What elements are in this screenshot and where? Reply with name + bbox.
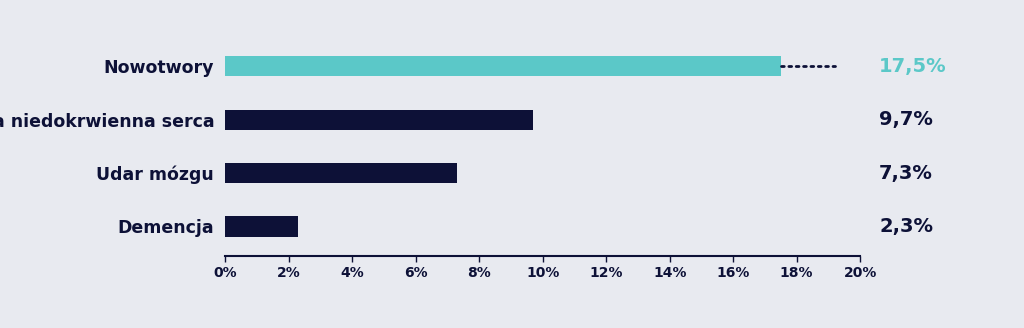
Text: 2,3%: 2,3%	[880, 217, 933, 236]
Bar	[225, 56, 780, 76]
Bar	[225, 110, 534, 130]
Text: 17,5%: 17,5%	[880, 57, 947, 76]
Bar	[225, 216, 298, 236]
Text: 9,7%: 9,7%	[880, 110, 933, 129]
Text: 7,3%: 7,3%	[880, 164, 933, 183]
Bar	[225, 163, 457, 183]
